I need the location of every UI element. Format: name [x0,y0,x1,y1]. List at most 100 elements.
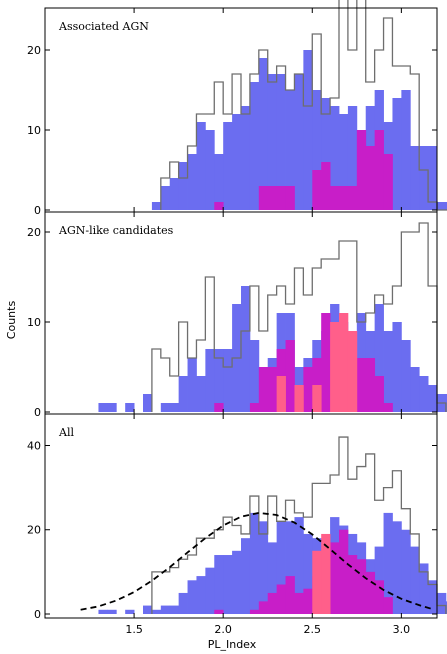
bar-magenta-1-13 [330,186,340,210]
bar-blue-3-20 [276,521,286,614]
bar-magenta-1-7 [276,186,286,210]
bar-blue-1-32 [437,202,447,210]
bar-magenta-3-6 [267,592,278,614]
bar-magenta-3-15 [347,555,358,614]
bar-blue-2-37 [428,385,438,412]
bar-magenta-2-6 [267,367,278,412]
bar-blue-1-7 [214,154,224,210]
bar-blue-1-29 [410,146,420,210]
bar-magenta-1-18 [374,130,384,210]
bar-blue-1-31 [428,146,438,210]
y-tick-label: 20 [27,524,41,537]
bar-blue-2-17 [249,340,260,412]
bar-blue-2-13 [214,349,224,412]
bar-magenta-2-0 [214,403,224,412]
y-tick-label: 10 [27,124,41,137]
bar-pink-2-6 [312,385,322,412]
bar-blue-3-1 [107,609,117,614]
bar-blue-1-15 [285,90,295,210]
bar-pink-2-4 [294,385,304,412]
bar-blue-3-17 [249,512,260,614]
bar-magenta-3-19 [383,597,393,614]
panel-1: 0 10 20 Associated AGN [27,0,447,217]
bar-magenta-1-0 [214,202,224,210]
bar-magenta-3-0 [214,609,224,614]
y-tick-label: 0 [34,608,41,621]
bar-magenta-3-8 [285,576,295,614]
bar-blue-2-9 [178,376,188,412]
bar-blue-1-27 [392,98,402,210]
bar-blue-3-38 [437,592,447,614]
bar-blue-3-9 [178,592,188,614]
x-tick-label: 3.0 [393,623,411,636]
bar-blue-1-10 [241,106,251,210]
bar-blue-3-14 [223,555,233,614]
y-tick-label: 20 [27,44,41,57]
y-tick-label: 0 [34,204,41,217]
y-tick-label: 40 [27,439,41,452]
bar-blue-3-36 [419,563,429,614]
bar-blue-1-3 [178,162,188,210]
bar-magenta-3-17 [365,571,376,614]
bar-blue-3-7 [160,605,171,614]
bar-blue-1-21 [339,114,349,210]
x-tick-label: 1.5 [125,623,143,636]
bar-blue-1-8 [223,122,233,210]
bar-blue-1-4 [187,154,197,210]
bar-blue-1-19 [321,98,331,210]
outline-histogram-1 [160,0,447,211]
bar-blue-1-33 [445,202,447,210]
panel-title-2: AGN-like candidates [58,224,174,237]
bar-pink-3-0 [312,550,322,614]
bar-blue-1-2 [169,178,180,210]
panel-title-3: All [58,426,74,439]
bar-magenta-3-5 [258,601,269,614]
bar-blue-2-12 [205,349,215,412]
bar-blue-3-37 [428,580,438,614]
bar-blue-3-33 [392,521,402,614]
bar-blue-2-10 [187,358,197,412]
panel-3: 0 20 40 1.5 2.0 2.5 3.0 All [27,413,447,636]
bar-blue-2-0 [98,403,108,412]
bar-magenta-1-14 [339,186,349,210]
bar-blue-2-31 [374,304,384,412]
bar-magenta-2-4 [249,403,260,412]
fit-curve [80,511,434,611]
bar-blue-1-22 [347,106,358,210]
bar-pink-3-1 [321,533,331,614]
bar-blue-3-8 [169,605,180,614]
bar-blue-3-15 [232,550,242,614]
bar-magenta-1-16 [356,130,367,210]
bar-magenta-3-13 [330,542,340,614]
bar-magenta-2-12 [321,313,331,412]
bar-magenta-1-6 [267,186,278,210]
bar-pink-2-10 [347,331,358,412]
bar-blue-2-35 [410,367,420,412]
panel-2: 0 10 20 AGN-like candidates [27,211,447,419]
bar-magenta-3-16 [356,559,367,614]
bar-blue-1-1 [160,186,171,210]
bar-magenta-1-17 [365,146,376,210]
y-tick-label: 20 [27,226,41,239]
bar-magenta-2-18 [374,376,384,412]
bar-blue-2-36 [419,376,429,412]
x-tick-label: 2.0 [214,623,232,636]
panel-frame-3 [44,413,438,619]
bar-blue-1-13 [267,74,278,210]
bar-blue-2-32 [383,331,393,412]
bar-blue-3-5 [143,605,153,614]
bar-magenta-1-12 [321,162,331,210]
bar-blue-1-0 [151,202,162,210]
bar-pink-2-9 [339,313,349,412]
bar-blue-3-10 [187,580,197,614]
bar-magenta-2-19 [383,403,393,412]
bar-blue-3-23 [303,533,313,614]
bar-blue-3-12 [205,567,215,614]
bar-blue-1-30 [419,146,429,210]
bar-blue-1-5 [196,122,206,210]
bar-blue-1-20 [330,106,340,210]
bar-blue-2-14 [223,349,233,412]
bar-blue-3-3 [125,609,135,614]
bar-pink-2-2 [276,376,286,412]
bar-magenta-3-18 [374,580,384,614]
